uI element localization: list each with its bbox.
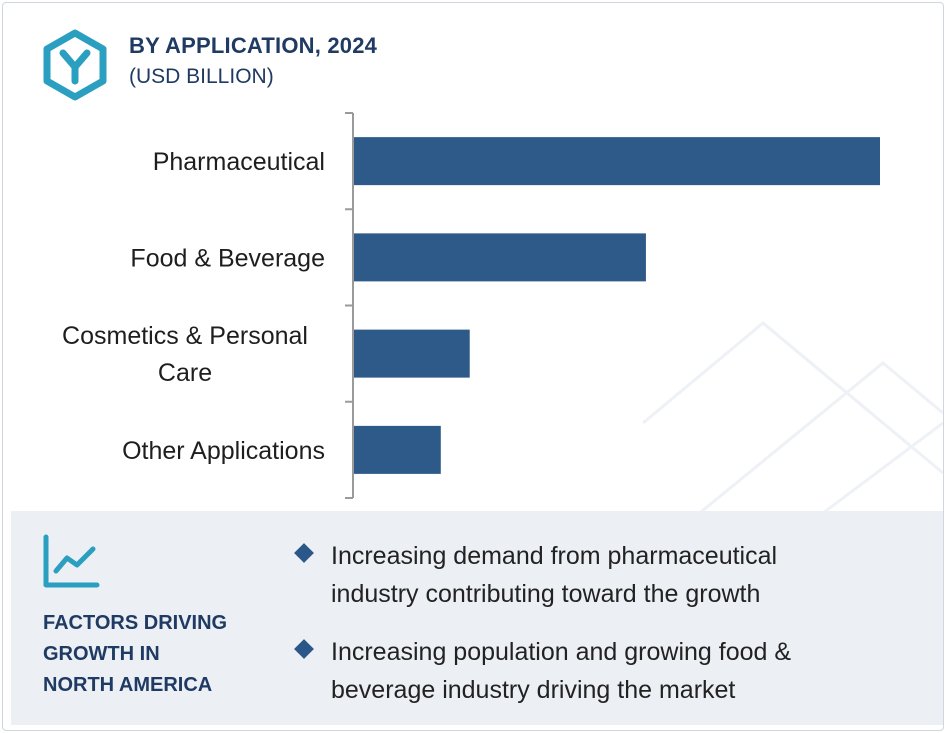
diamond-bullet-icon bbox=[294, 639, 314, 659]
factors-title-line: GROWTH IN bbox=[43, 643, 160, 665]
chart-title: BY APPLICATION, 2024 bbox=[129, 33, 378, 58]
factor-text: Increasing demand from pharmaceutical in… bbox=[331, 537, 777, 613]
bar bbox=[354, 233, 646, 282]
factor-line: industry contributing toward the growth bbox=[331, 580, 761, 608]
category-label: Other Applications bbox=[122, 437, 325, 465]
bar bbox=[354, 329, 470, 378]
factor-line: beverage industry driving the market bbox=[331, 676, 736, 704]
factor-line: Increasing population and growing food & bbox=[331, 638, 792, 666]
bar bbox=[354, 425, 441, 474]
factor-text: Increasing population and growing food &… bbox=[331, 633, 791, 709]
category-label: Cosmetics & Personal Care bbox=[62, 322, 308, 387]
factor-line: Increasing demand from pharmaceutical bbox=[331, 542, 778, 570]
factors-title-line: FACTORS DRIVING bbox=[43, 612, 228, 634]
chart-subtitle: (USD BILLION) bbox=[129, 65, 274, 88]
category-label: Pharmaceutical bbox=[153, 148, 325, 176]
diamond-bullet-icon bbox=[294, 543, 314, 563]
factors-title-line: NORTH AMERICA bbox=[43, 674, 213, 696]
category-label: Food & Beverage bbox=[130, 244, 325, 272]
factors-panel: FACTORS DRIVING GROWTH IN NORTH AMERICA … bbox=[11, 511, 943, 725]
application-bar-chart: Pharmaceutical Food & Beverage Cosmetics &… bbox=[62, 112, 880, 499]
hexagon-y-logo-icon bbox=[43, 29, 107, 101]
trend-line-chart-icon bbox=[43, 534, 100, 588]
bar bbox=[354, 137, 880, 186]
factors-title: FACTORS DRIVING GROWTH IN NORTH AMERICA bbox=[43, 608, 227, 701]
